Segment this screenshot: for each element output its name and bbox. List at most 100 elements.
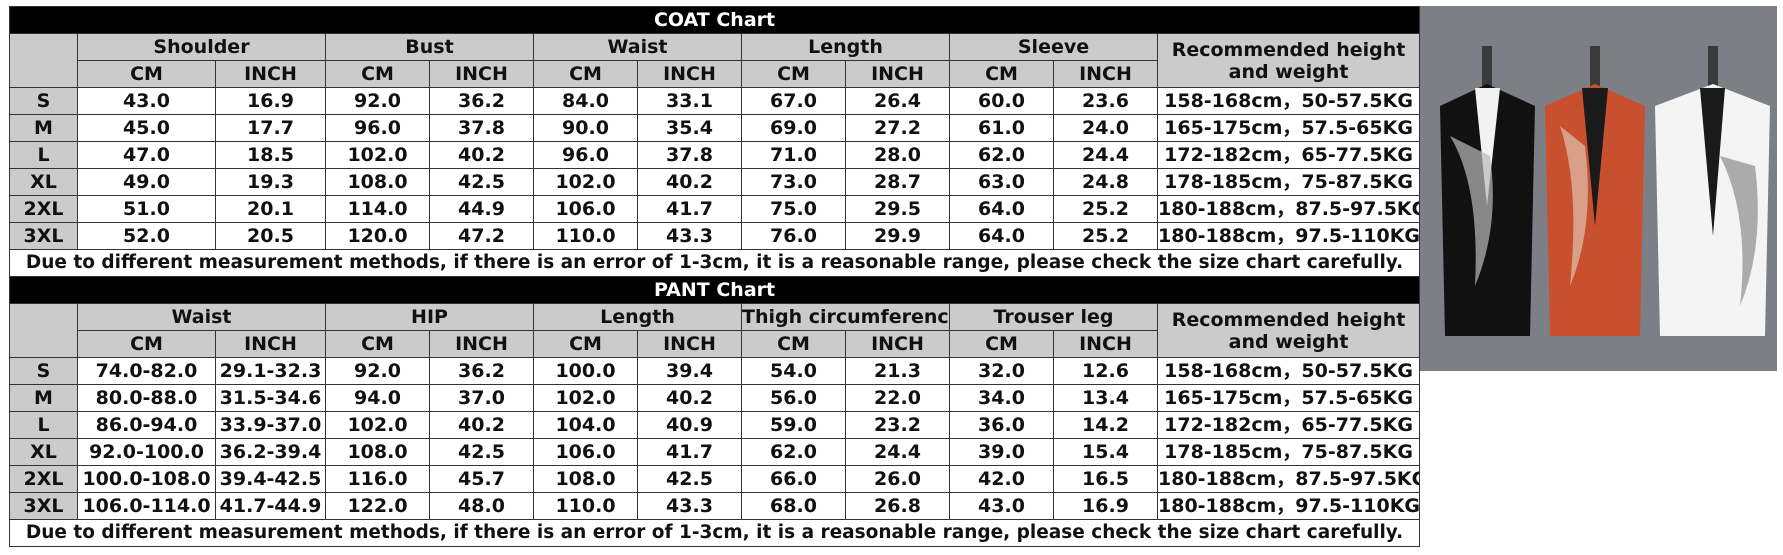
measurement-cell: 96.0: [325, 114, 430, 142]
size-table: COAT Chart Shoulder Bust Waist Length Sleeve R…: [8, 6, 1421, 547]
unit-header: CM: [533, 60, 638, 88]
recommended-cell: 172-182cm，65-77.5KG: [1156, 411, 1421, 439]
group-header: Thigh circumference: [741, 303, 950, 331]
measurement-cell: 36.2: [429, 87, 534, 115]
measurement-cell: 71.0: [741, 141, 846, 169]
measurement-cell: 24.4: [845, 438, 950, 466]
measurement-cell: 16.9: [215, 87, 326, 115]
recommended-cell: 158-168cm，50-57.5KG: [1156, 357, 1421, 385]
measurement-cell: 21.3: [845, 357, 950, 385]
title-row: COAT Chart: [8, 6, 1421, 34]
measurement-cell: 64.0: [949, 222, 1054, 250]
measurement-cell: 86.0-94.0: [77, 411, 216, 439]
recommended-header: Recommended height and weight: [1156, 303, 1421, 358]
measurement-cell: 114.0: [325, 195, 430, 223]
size-charts: COAT Chart Shoulder Bust Waist Length Sleeve R…: [8, 6, 1421, 547]
recommended-cell: 178-185cm，75-87.5KG: [1156, 438, 1421, 466]
measurement-cell: 116.0: [325, 465, 430, 493]
recommended-cell: 180-188cm，87.5-97.5KG: [1156, 195, 1421, 223]
data-row: XL 49.0 19.3 108.0 42.5 102.0 40.2 73.0 28.7 63.0…: [9, 168, 1421, 196]
unit-header: CM: [949, 60, 1054, 88]
measurement-cell: 75.0: [741, 195, 846, 223]
group-header: HIP: [325, 303, 534, 331]
measurement-cell: 36.0: [949, 411, 1054, 439]
measurement-cell: 106.0: [533, 438, 638, 466]
note: Due to different measurement methods, if…: [8, 249, 1421, 277]
measurement-cell: 84.0: [533, 87, 638, 115]
size-label: 3XL: [9, 222, 78, 250]
size-label: M: [9, 114, 78, 142]
recommended-cell: 178-185cm，75-87.5KG: [1156, 168, 1421, 196]
measurement-cell: 42.5: [637, 465, 742, 493]
unit-header: CM: [77, 60, 216, 88]
measurement-cell: 15.4: [1053, 438, 1158, 466]
measurement-cell: 12.6: [1053, 357, 1158, 385]
measurement-cell: 32.0: [949, 357, 1054, 385]
group-header: Length: [533, 303, 742, 331]
recommended-cell: 165-175cm，57.5-65KG: [1156, 114, 1421, 142]
recommended-cell: 165-175cm，57.5-65KG: [1156, 384, 1421, 412]
measurement-cell: 25.2: [1053, 195, 1158, 223]
chart-title: COAT Chart: [8, 6, 1421, 34]
measurement-cell: 17.7: [215, 114, 326, 142]
measurement-cell: 62.0: [741, 438, 846, 466]
measurement-cell: 56.0: [741, 384, 846, 412]
measurement-cell: 33.9-37.0: [215, 411, 326, 439]
unit-header: CM: [741, 60, 846, 88]
measurement-cell: 66.0: [741, 465, 846, 493]
measurement-cell: 102.0: [533, 384, 638, 412]
measurement-cell: 73.0: [741, 168, 846, 196]
measurement-cell: 33.1: [637, 87, 742, 115]
measurement-cell: 92.0: [325, 357, 430, 385]
measurement-cell: 31.5-34.6: [215, 384, 326, 412]
measurement-cell: 61.0: [949, 114, 1054, 142]
measurement-cell: 108.0: [325, 168, 430, 196]
data-row: S 43.0 16.9 92.0 36.2 84.0 33.1 67.0 26.4 60.0 23.…: [9, 87, 1421, 115]
measurement-cell: 67.0: [741, 87, 846, 115]
measurement-cell: 23.2: [845, 411, 950, 439]
unit-header-row: CM INCH CM INCH CM INCH CM INCH CM INCH: [10, 330, 1420, 358]
measurement-cell: 69.0: [741, 114, 846, 142]
recommended-cell: 180-188cm，97.5-110KG: [1156, 222, 1421, 250]
unit-header: INCH: [637, 60, 742, 88]
unit-header: CM: [741, 330, 846, 358]
measurement-cell: 29.5: [845, 195, 950, 223]
measurement-cell: 59.0: [741, 411, 846, 439]
size-label: 2XL: [9, 465, 78, 493]
measurement-cell: 41.7: [637, 195, 742, 223]
unit-header: INCH: [1053, 60, 1158, 88]
measurement-cell: 74.0-82.0: [77, 357, 216, 385]
measurement-cell: 96.0: [533, 141, 638, 169]
corner-cell: [9, 33, 78, 88]
recommended-cell: 180-188cm，97.5-110KG: [1156, 492, 1421, 520]
data-row: L 47.0 18.5 102.0 40.2 96.0 37.8 71.0 28.0 62.0 24…: [9, 141, 1421, 169]
measurement-cell: 20.1: [215, 195, 326, 223]
recommended-header: Recommended height and weight: [1156, 33, 1421, 88]
group-header: Length: [741, 33, 950, 61]
measurement-cell: 108.0: [533, 465, 638, 493]
measurement-cell: 43.3: [637, 222, 742, 250]
unit-header: INCH: [215, 330, 326, 358]
measurement-cell: 40.2: [637, 168, 742, 196]
note-row: Due to different measurement methods, if…: [8, 519, 1421, 547]
measurement-cell: 42.5: [429, 438, 534, 466]
measurement-cell: 29.1-32.3: [215, 357, 326, 385]
size-label: S: [9, 87, 78, 115]
measurement-cell: 14.2: [1053, 411, 1158, 439]
measurement-cell: 80.0-88.0: [77, 384, 216, 412]
recommended-cell: 172-182cm，65-77.5KG: [1156, 141, 1421, 169]
size-label: L: [9, 411, 78, 439]
measurement-cell: 54.0: [741, 357, 846, 385]
size-label: XL: [9, 438, 78, 466]
measurement-cell: 49.0: [77, 168, 216, 196]
measurement-cell: 26.8: [845, 492, 950, 520]
measurement-cell: 102.0: [325, 411, 430, 439]
unit-header: CM: [533, 330, 638, 358]
measurement-cell: 92.0-100.0: [77, 438, 216, 466]
measurement-cell: 47.0: [77, 141, 216, 169]
title-row: PANT Chart: [8, 276, 1421, 304]
unit-header: INCH: [429, 330, 534, 358]
measurement-cell: 27.2: [845, 114, 950, 142]
measurement-cell: 39.4-42.5: [215, 465, 326, 493]
corner-cell: [9, 303, 78, 358]
